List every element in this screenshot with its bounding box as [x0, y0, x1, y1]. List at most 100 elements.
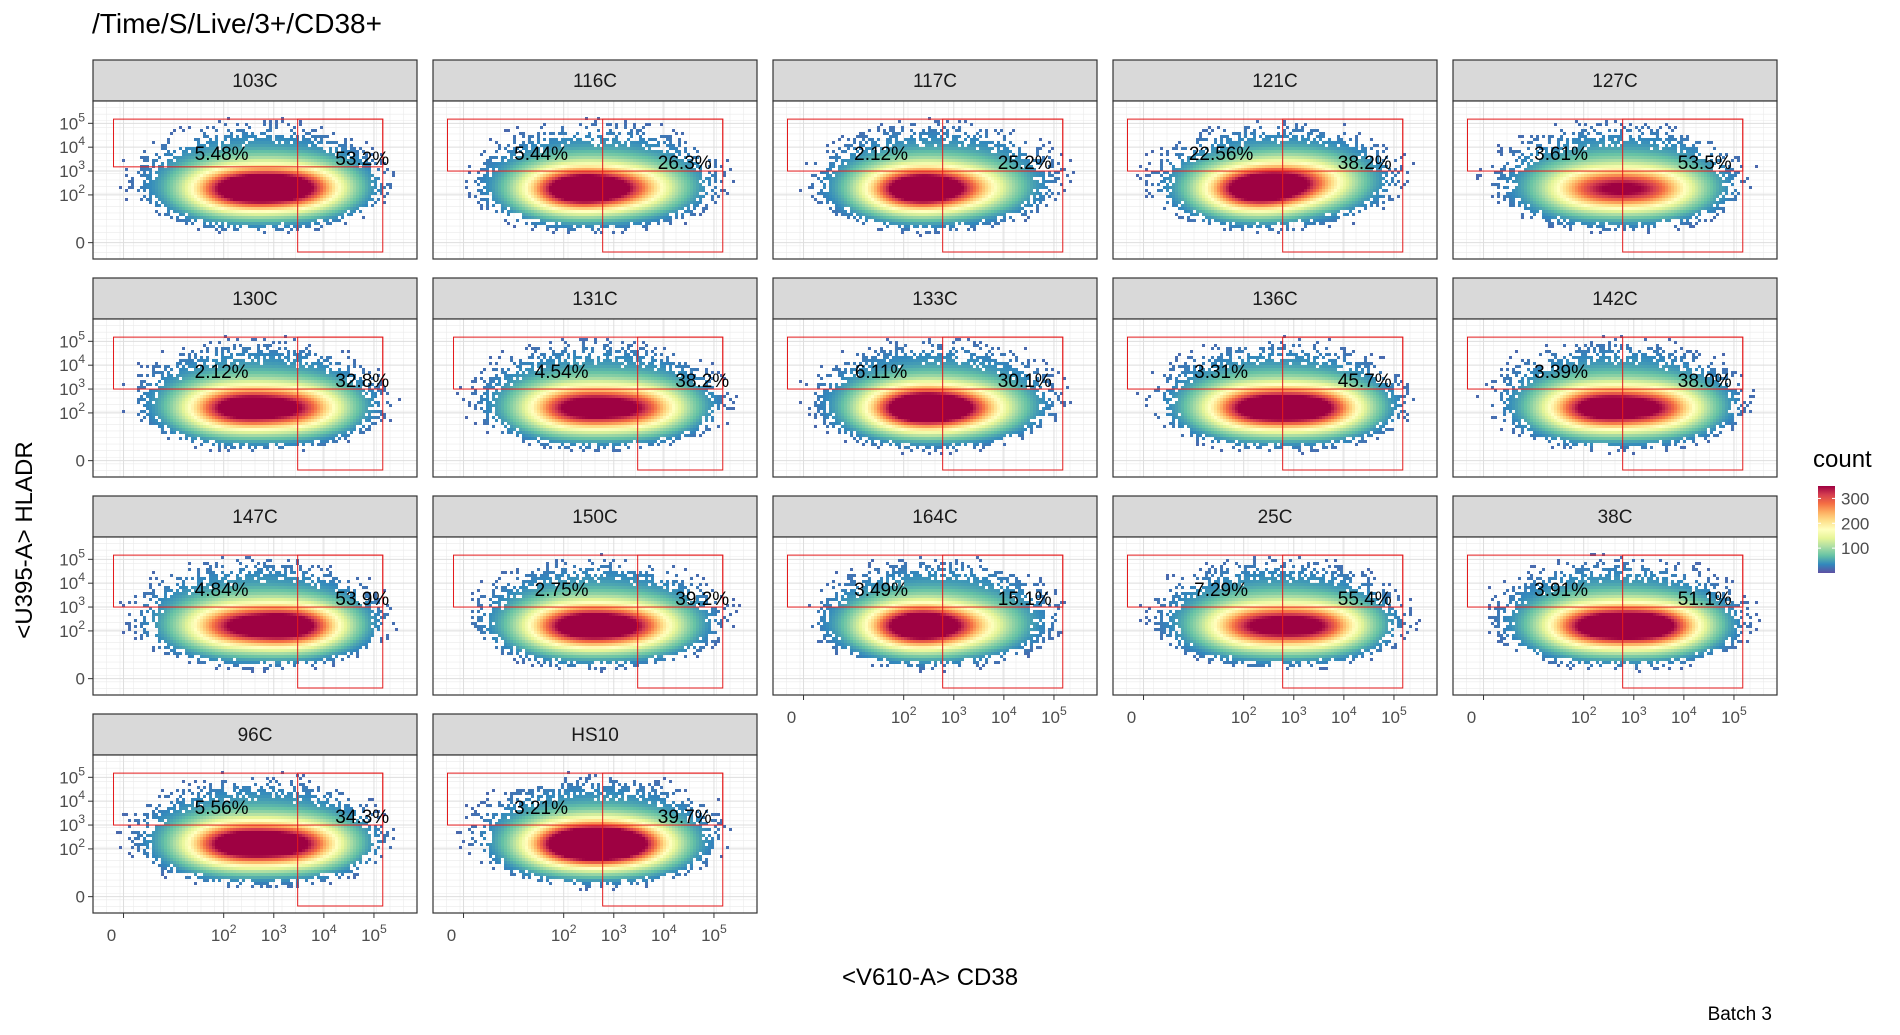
density-cell — [615, 186, 618, 189]
density-cell — [687, 198, 690, 201]
density-cell — [594, 198, 597, 201]
density-cell — [871, 186, 874, 189]
density-cell — [612, 198, 615, 201]
density-cell — [344, 204, 347, 207]
density-cell — [549, 225, 552, 228]
density-cell — [609, 186, 612, 189]
density-cell — [510, 198, 513, 201]
density-cell — [898, 192, 901, 195]
density-cell — [143, 156, 146, 159]
density-cell — [158, 156, 161, 159]
density-cell — [260, 189, 263, 192]
density-cell — [248, 180, 251, 183]
density-cell — [332, 183, 335, 186]
density-cell — [904, 201, 907, 204]
density-cell — [329, 159, 332, 162]
density-cell — [486, 174, 489, 177]
density-cell — [257, 222, 260, 225]
density-cell — [510, 189, 513, 192]
density-cell — [197, 204, 200, 207]
density-cell — [618, 165, 621, 168]
density-cell — [290, 144, 293, 147]
density-cell — [615, 162, 618, 165]
density-cell — [218, 186, 221, 189]
density-cell — [519, 207, 522, 210]
density-cell — [886, 174, 889, 177]
density-cell — [308, 138, 311, 141]
density-cell — [299, 120, 302, 123]
density-cell — [347, 198, 350, 201]
density-cell — [302, 222, 305, 225]
density-cell — [170, 186, 173, 189]
density-cell — [248, 222, 251, 225]
density-cell — [362, 195, 365, 198]
density-cell — [537, 189, 540, 192]
density-cell — [528, 189, 531, 192]
density-cell — [218, 189, 221, 192]
density-cell — [901, 183, 904, 186]
density-cell — [543, 207, 546, 210]
density-cell — [856, 177, 859, 180]
density-cell — [230, 204, 233, 207]
density-cell — [374, 180, 377, 183]
density-cell — [585, 213, 588, 216]
density-cell — [895, 195, 898, 198]
density-cell — [555, 177, 558, 180]
density-cell — [865, 192, 868, 195]
density-cell — [648, 195, 651, 198]
density-cell — [197, 216, 200, 219]
density-cell — [585, 219, 588, 222]
density-cell — [847, 216, 850, 219]
density-cell — [269, 168, 272, 171]
density-cell — [230, 174, 233, 177]
density-cell — [841, 177, 844, 180]
density-cell — [344, 177, 347, 180]
density-cell — [838, 147, 841, 150]
density-cell — [260, 138, 263, 141]
density-cell — [576, 189, 579, 192]
density-cell — [191, 147, 194, 150]
density-cell — [272, 180, 275, 183]
density-cell — [224, 198, 227, 201]
density-cell — [633, 126, 636, 129]
density-cell — [317, 177, 320, 180]
density-cell — [245, 192, 248, 195]
density-cell — [290, 174, 293, 177]
density-cell — [663, 174, 666, 177]
density-cell — [314, 156, 317, 159]
density-cell — [537, 177, 540, 180]
density-cell — [338, 144, 341, 147]
density-cell — [868, 186, 871, 189]
density-cell — [504, 177, 507, 180]
density-cell — [907, 207, 910, 210]
density-cell — [534, 189, 537, 192]
density-cell — [555, 168, 558, 171]
density-cell — [516, 174, 519, 177]
density-cell — [158, 213, 161, 216]
density-cell — [359, 180, 362, 183]
density-cell — [901, 219, 904, 222]
density-cell — [329, 222, 332, 225]
density-cell — [684, 189, 687, 192]
density-cell — [546, 180, 549, 183]
density-cell — [260, 201, 263, 204]
density-cell — [588, 180, 591, 183]
density-cell — [170, 174, 173, 177]
density-cell — [552, 168, 555, 171]
density-cell — [886, 195, 889, 198]
density-cell — [245, 183, 248, 186]
density-cell — [546, 189, 549, 192]
density-cell — [492, 165, 495, 168]
density-cell — [272, 147, 275, 150]
density-cell — [549, 213, 552, 216]
density-cell — [615, 180, 618, 183]
density-cell — [907, 192, 910, 195]
density-cell — [862, 135, 865, 138]
density-cell — [305, 177, 308, 180]
density-cell — [603, 183, 606, 186]
density-cell — [606, 189, 609, 192]
density-cell — [892, 219, 895, 222]
density-cell — [266, 159, 269, 162]
density-cell — [696, 186, 699, 189]
density-cell — [901, 228, 904, 231]
